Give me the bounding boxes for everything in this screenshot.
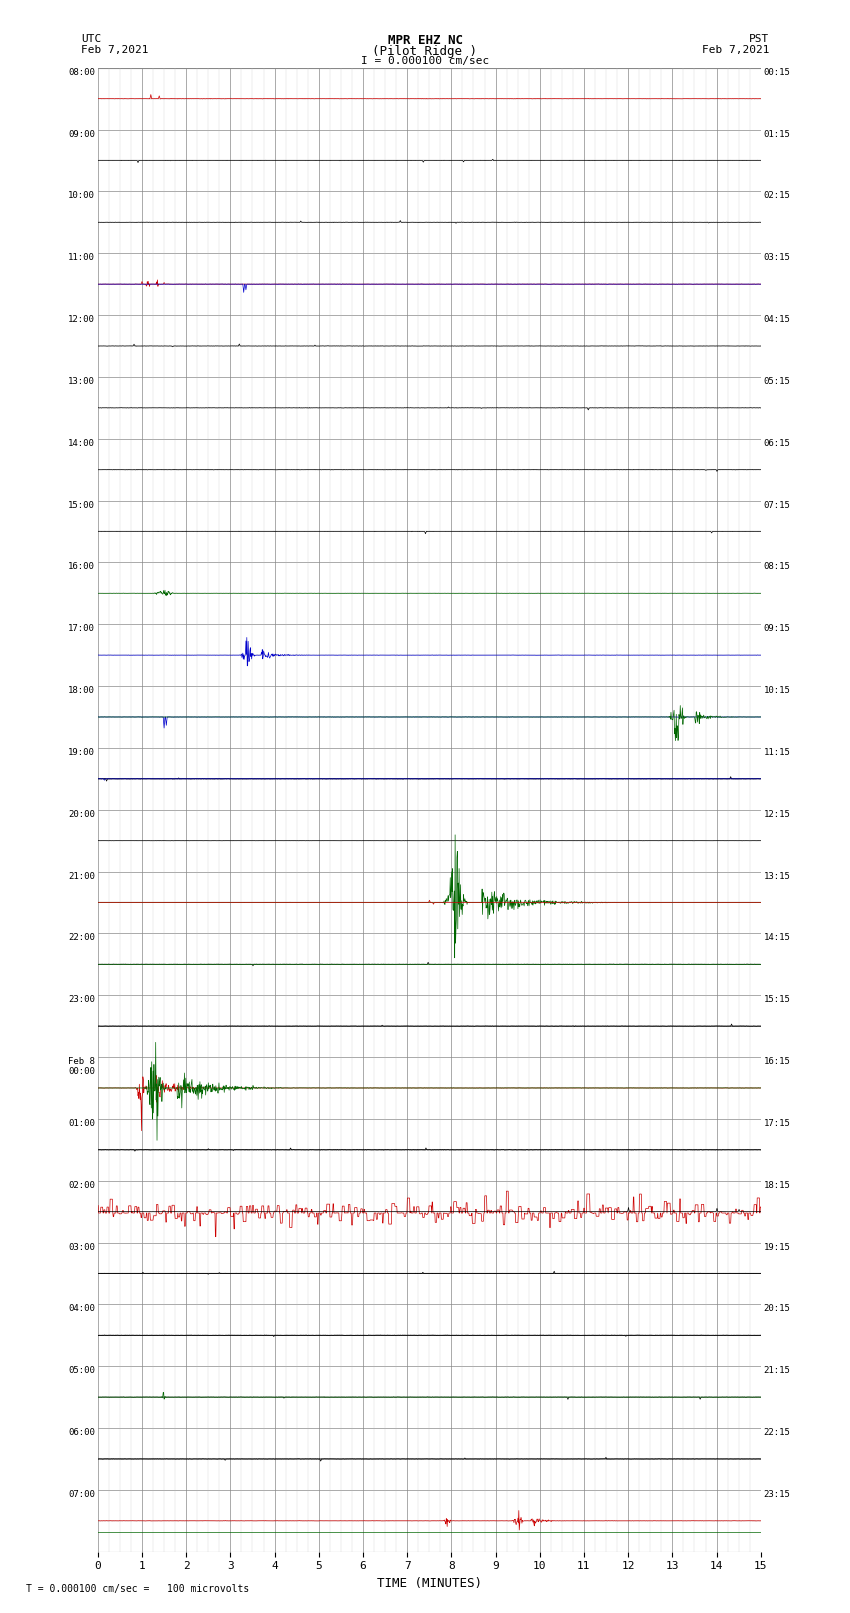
Text: PST: PST [749,34,769,44]
Text: Feb 7,2021: Feb 7,2021 [702,45,769,55]
Text: MPR EHZ NC: MPR EHZ NC [388,34,462,47]
Text: Feb 7,2021: Feb 7,2021 [81,45,148,55]
X-axis label: TIME (MINUTES): TIME (MINUTES) [377,1578,482,1590]
Text: UTC: UTC [81,34,101,44]
Text: I = 0.000100 cm/sec: I = 0.000100 cm/sec [361,56,489,66]
Text: T = 0.000100 cm/sec =   100 microvolts: T = 0.000100 cm/sec = 100 microvolts [26,1584,249,1594]
Text: (Pilot Ridge ): (Pilot Ridge ) [372,45,478,58]
